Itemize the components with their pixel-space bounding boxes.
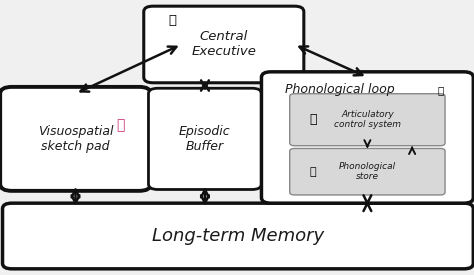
FancyBboxPatch shape xyxy=(0,87,151,191)
Text: Articulatory
control system: Articulatory control system xyxy=(334,110,401,130)
Text: 👁: 👁 xyxy=(116,118,124,132)
FancyBboxPatch shape xyxy=(148,88,262,189)
Text: Visuospatial
sketch pad: Visuospatial sketch pad xyxy=(38,125,113,153)
FancyBboxPatch shape xyxy=(290,148,445,195)
Text: Long-term Memory: Long-term Memory xyxy=(152,227,324,245)
Text: Phonological loop: Phonological loop xyxy=(285,83,395,96)
Text: 🦻: 🦻 xyxy=(437,86,444,95)
Text: Central
Executive: Central Executive xyxy=(191,31,256,59)
Text: 👂: 👂 xyxy=(310,167,317,177)
Text: 👄: 👄 xyxy=(310,113,317,126)
FancyBboxPatch shape xyxy=(144,6,304,83)
FancyBboxPatch shape xyxy=(262,72,474,203)
FancyBboxPatch shape xyxy=(2,203,474,269)
Text: Phonological
store: Phonological store xyxy=(339,162,396,182)
Text: 🎩: 🎩 xyxy=(168,14,176,28)
Text: Episodic
Buffer: Episodic Buffer xyxy=(179,125,231,153)
FancyBboxPatch shape xyxy=(290,94,445,146)
